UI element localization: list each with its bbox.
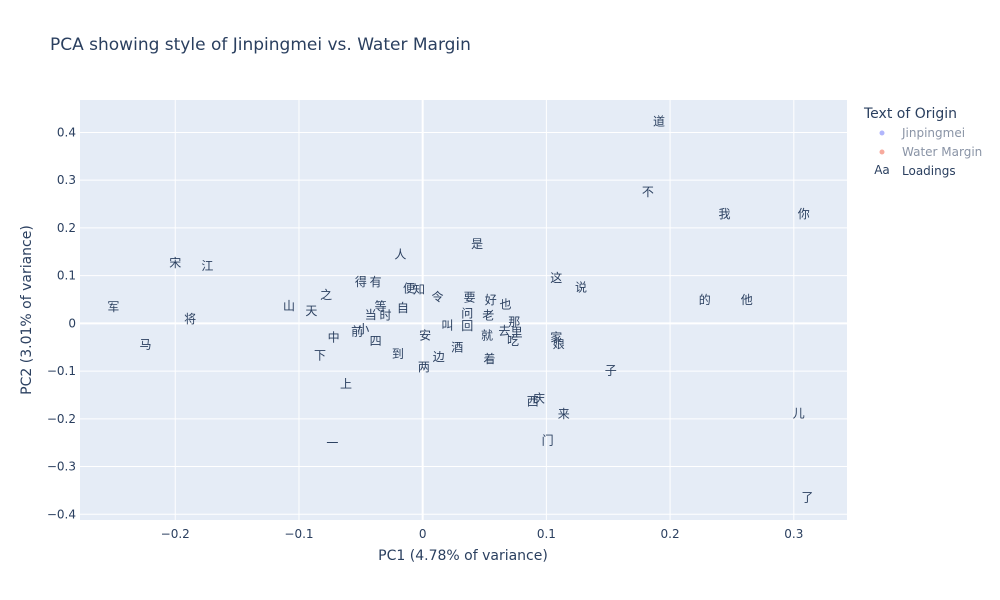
y-tick-label: −0.3 (47, 460, 76, 474)
loading-label: 我 (719, 207, 731, 221)
loading-label: 小 (357, 322, 369, 336)
x-axis-ticks: −0.2 −0.1 0 0.1 0.2 0.3 (161, 527, 804, 541)
loading-label: 之 (320, 288, 332, 302)
loading-label: 人 (394, 248, 406, 262)
loading-label: 叫 (441, 318, 453, 332)
x-tick-label: 0.1 (537, 527, 556, 541)
loading-label: 你 (798, 207, 810, 221)
legend-marker (879, 130, 885, 136)
x-tick-label: −0.2 (161, 527, 190, 541)
loading-label: 说 (575, 280, 587, 295)
loading-label: 自 (397, 301, 409, 315)
y-tick-label: −0.1 (47, 364, 76, 378)
loading-label: 老 (482, 309, 494, 323)
loading-label: 将 (184, 312, 196, 326)
y-axis-ticks: −0.4 −0.3 −0.2 −0.1 0 0.1 0.2 0.3 0.4 (47, 125, 76, 521)
loading-label: 便 (403, 282, 415, 296)
loading-label: 家 (550, 330, 562, 345)
loading-label: 当 (365, 308, 377, 322)
x-tick-label: −0.1 (284, 527, 313, 541)
loading-label: 的 (699, 292, 711, 307)
grid-lines (80, 100, 847, 520)
y-tick-label: −0.2 (47, 412, 76, 426)
loading-label: 军 (107, 300, 119, 314)
y-tick-label: −0.4 (47, 507, 76, 521)
loading-label: 安 (419, 327, 431, 342)
loading-label: 上 (340, 377, 352, 391)
loading-label: 去 (498, 324, 510, 338)
loading-label: 好 (485, 293, 497, 307)
loading-label: 江 (201, 259, 213, 273)
loading-label: 里 (511, 325, 523, 339)
loading-label: 吃 (507, 334, 519, 348)
x-tick-label: 0.2 (661, 527, 680, 541)
loading-label: 这 (550, 270, 562, 285)
y-tick-label: 0.2 (57, 221, 76, 235)
loading-label: 前 (351, 323, 363, 338)
legend-entry[interactable]: Loadings (902, 164, 956, 178)
loading-label: 问 (461, 306, 473, 320)
loading-label: 回 (461, 319, 473, 333)
legend-entry[interactable]: Water Margin (902, 145, 982, 159)
loading-label: 时 (380, 308, 392, 322)
y-axis-title: PC2 (3.01% of variance) (19, 225, 35, 395)
y-tick-label: 0.3 (57, 173, 76, 187)
loadings-layer: 道不我 你是人宋 江这 得有 说 便知 之 令 要好 的 他 也 山 军 等 天 自 问老 当 时 将 那 叫就去里 中 家 安 吃… (107, 114, 813, 504)
loading-label: 一 (326, 436, 338, 450)
loading-label: 马 (140, 337, 152, 351)
legend-marker (879, 149, 885, 155)
loading-label: 庆 (533, 391, 545, 405)
loading-label: 子 (605, 364, 617, 378)
plot-area (80, 100, 847, 520)
loading-label: 得 (355, 274, 367, 289)
loading-label: 是 (471, 237, 483, 251)
loading-label: 知 (413, 282, 425, 296)
loading-label: 令 (432, 289, 444, 304)
loading-label: 等 (375, 300, 387, 314)
loading-label: 要 (464, 291, 476, 305)
loading-label: 就 (481, 328, 493, 342)
legend-entry[interactable]: Jinpingmei (901, 126, 965, 140)
loading-label: 也 (500, 297, 512, 311)
x-axis-title: PC1 (4.78% of variance) (378, 548, 548, 564)
loading-label: 道 (653, 114, 665, 128)
loading-label: 那 (508, 315, 520, 329)
legend: Text of Origin Jinpingmei Water Margin Aa L… (863, 106, 982, 178)
loading-label: 他 (741, 293, 753, 307)
y-tick-label: 0.4 (57, 125, 76, 139)
legend-marker: Aa (874, 163, 890, 177)
chart-title: PCA showing style of Jinpingmei vs. Wate… (50, 35, 471, 55)
loading-label: 两 (418, 360, 430, 374)
loading-label: 山 (283, 299, 295, 313)
loading-label: 娘 (553, 336, 565, 351)
x-tick-label: 0 (419, 527, 427, 541)
loading-label: 西 (527, 395, 539, 409)
loading-label: 有 (370, 275, 382, 289)
loading-label: 四 (370, 334, 382, 348)
loading-label: 不 (642, 185, 654, 199)
loading-label: 中 (328, 330, 340, 345)
y-tick-label: 0 (68, 316, 76, 330)
loading-label: 来 (558, 407, 570, 421)
y-tick-label: 0.1 (57, 269, 76, 283)
loading-label: 酒 (451, 341, 463, 355)
loading-label: 门 (542, 432, 554, 447)
loading-label: 到 (392, 347, 404, 361)
loading-label: 天 (305, 304, 317, 318)
x-tick-label: 0.3 (784, 527, 803, 541)
loading-label: 宋 (169, 255, 181, 270)
legend-title: Text of Origin (863, 106, 957, 122)
loading-label: 着 (483, 351, 495, 366)
loading-label: 下 (314, 348, 326, 362)
loading-label: 了 (801, 491, 813, 505)
loading-label: 边 (433, 350, 445, 364)
loading-label: 儿 (793, 407, 805, 421)
